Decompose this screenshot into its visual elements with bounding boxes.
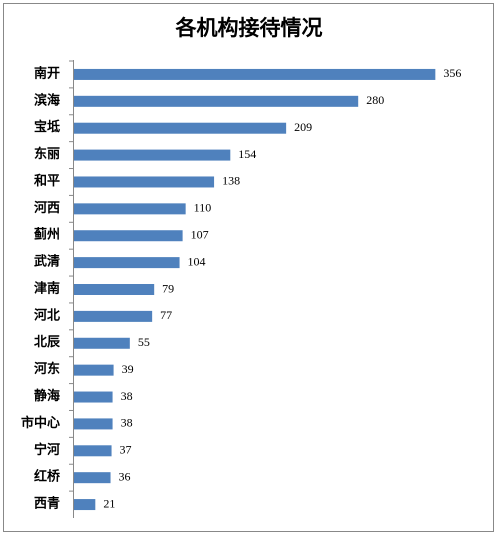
value-label: 38	[121, 389, 133, 403]
bar	[74, 418, 113, 430]
value-label: 77	[160, 308, 172, 322]
category-label: 滨海	[34, 92, 60, 107]
value-label: 36	[119, 469, 131, 483]
value-label: 21	[103, 496, 115, 510]
bar	[74, 284, 155, 295]
category-label: 蓟州	[33, 227, 60, 242]
bar	[74, 499, 96, 511]
bar	[74, 68, 436, 80]
category-label: 西青	[34, 496, 60, 511]
value-label: 138	[222, 174, 240, 188]
chart-title: 各机构接待情况	[175, 16, 323, 40]
bar	[74, 391, 113, 403]
category-label: 武清	[34, 254, 60, 269]
value-label: 39	[122, 362, 134, 376]
value-label: 356	[443, 66, 461, 80]
category-label: 河东	[34, 361, 60, 376]
category-label: 河北	[34, 307, 60, 322]
category-label: 北辰	[34, 334, 61, 349]
category-label: 红桥	[34, 469, 61, 484]
value-label: 55	[138, 335, 150, 349]
bar	[74, 445, 112, 457]
value-label: 38	[121, 416, 133, 430]
category-label: 河西	[34, 200, 60, 215]
category-label: 南开	[34, 65, 60, 80]
bar	[74, 95, 359, 107]
category-label: 静海	[34, 388, 60, 403]
bar	[74, 176, 215, 188]
value-label: 110	[194, 201, 212, 215]
value-label: 209	[294, 120, 312, 134]
category-label: 津南	[34, 280, 60, 295]
bar	[74, 257, 180, 269]
category-label: 宝坻	[34, 119, 60, 134]
bar	[74, 230, 183, 242]
value-label: 79	[162, 281, 174, 295]
category-label: 宁河	[34, 442, 60, 457]
value-label: 280	[366, 93, 384, 107]
bar	[74, 472, 111, 484]
value-label: 37	[120, 443, 132, 457]
category-label: 市中心	[21, 415, 60, 430]
category-label: 东丽	[34, 146, 60, 161]
category-label: 和平	[34, 173, 60, 188]
value-label: 107	[191, 227, 209, 241]
value-label: 104	[188, 254, 206, 268]
bar	[74, 337, 130, 349]
value-label: 154	[238, 147, 256, 161]
bar	[74, 203, 186, 215]
bar	[74, 364, 114, 376]
bar	[74, 122, 287, 134]
bar	[74, 310, 153, 322]
bar	[74, 149, 231, 161]
